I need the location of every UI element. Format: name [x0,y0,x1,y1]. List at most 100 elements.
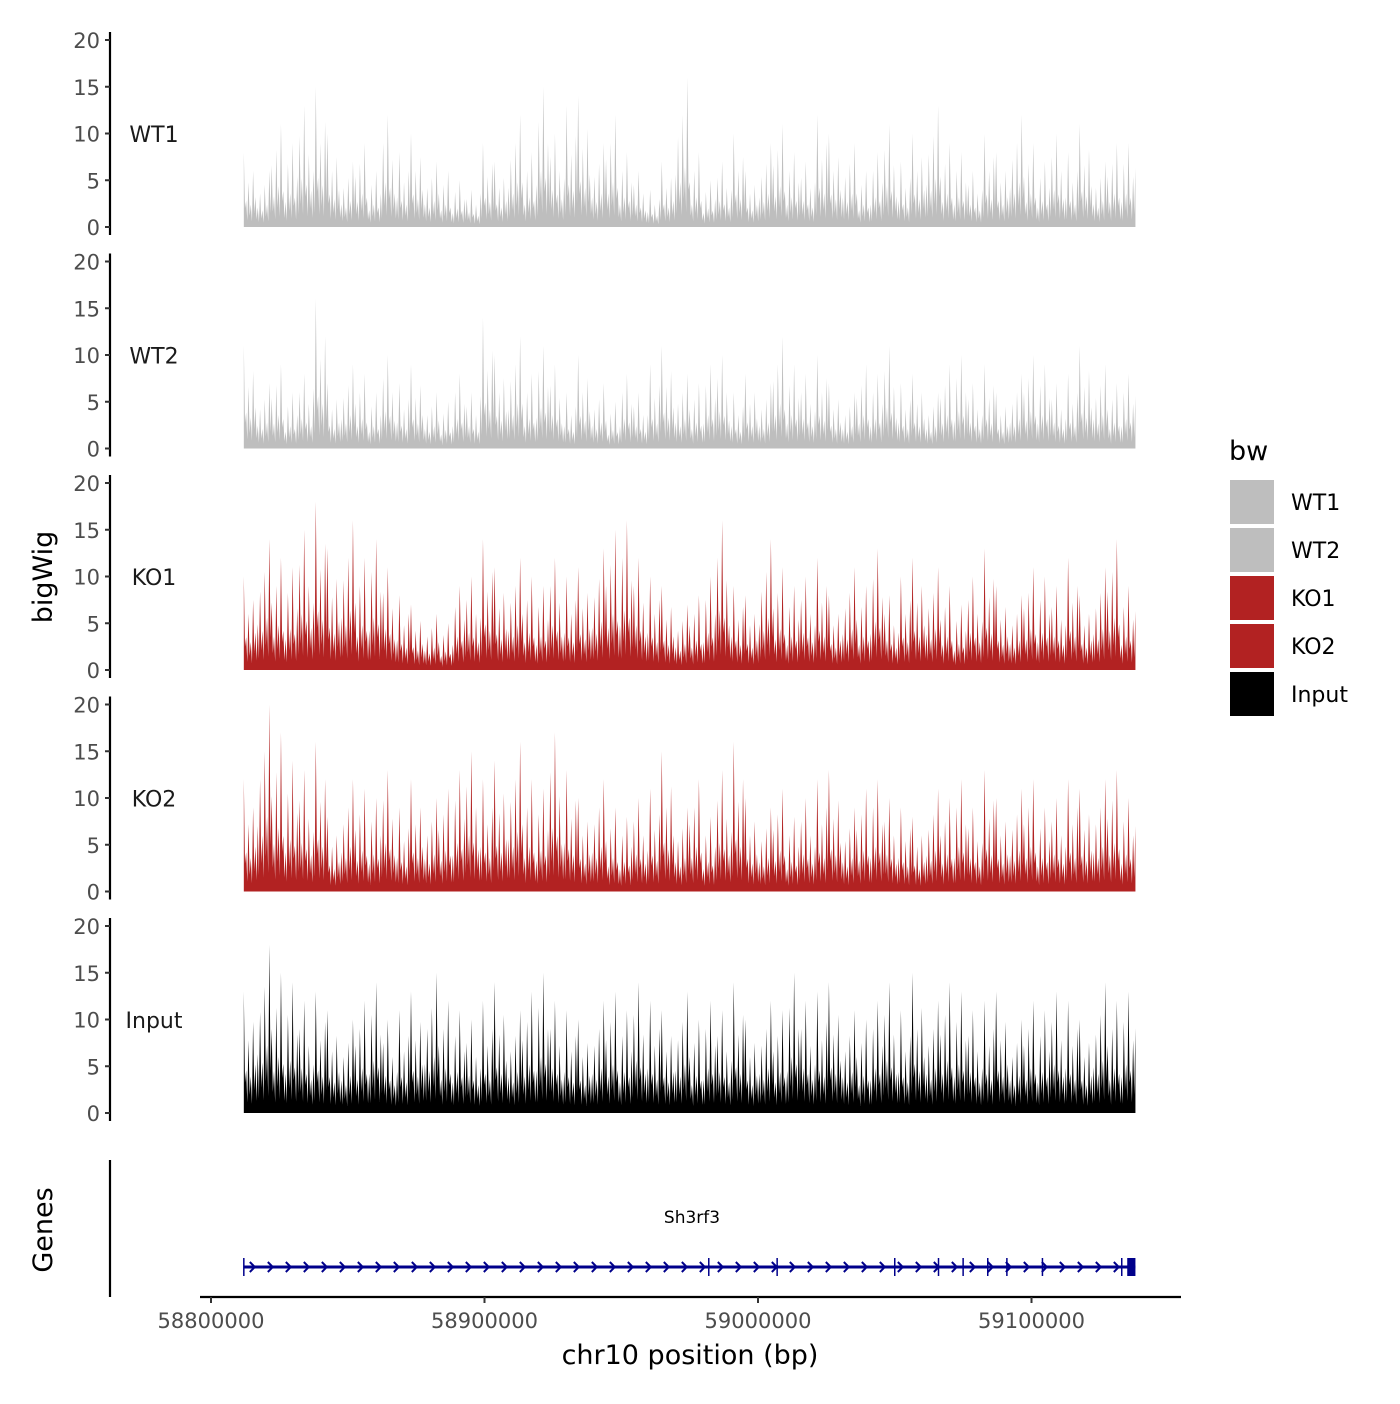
y-tick-label: 0 [87,659,100,683]
y-tick-label: 0 [87,438,100,462]
track-ko1: 0 5 10 15 20 KO1 [73,472,1136,683]
strand-arrow-icon [303,1261,311,1273]
y-tick-label: 20 [73,472,100,496]
y-tick-label: 5 [87,391,100,415]
strand-arrow-icon [717,1261,725,1273]
y-tick-label: 20 [73,29,100,53]
y-tick-label: 5 [87,169,100,193]
y-tick-label: 5 [87,834,100,858]
x-tick-label: 58900000 [431,1309,538,1333]
legend-key-ko2 [1230,624,1274,668]
strand-arrow-icon [321,1261,329,1273]
strand-arrow-icon [501,1261,509,1273]
y-tick-label: 20 [73,694,100,718]
strand-arrow-icon [897,1261,905,1273]
x-axis-title: chr10 position (bp) [562,1340,819,1371]
y-tick-label: 15 [73,519,100,543]
legend: bw WT1 WT2 KO1 KO2 Input [1229,436,1348,716]
strand-arrow-icon [807,1261,815,1273]
y-tick-label: 10 [73,566,100,590]
strand-arrow-icon [879,1261,887,1273]
strand-arrow-icon [519,1261,527,1273]
legend-key-wt1 [1230,480,1274,524]
legend-label: KO2 [1291,635,1336,660]
strand-arrow-icon [411,1261,419,1273]
strand-arrow-icon [915,1261,923,1273]
track-label: WT2 [129,345,178,370]
x-tick-label: 59000000 [705,1309,812,1333]
legend-key-wt2 [1230,528,1274,572]
strand-arrow-icon [699,1261,707,1273]
strand-arrow-icon [987,1261,995,1273]
y-tick-label: 20 [73,915,100,939]
legend-label: WT2 [1291,539,1340,564]
strand-arrow-icon [627,1261,635,1273]
strand-arrow-icon [339,1261,347,1273]
signal-area-wt1 [243,77,1136,228]
strand-arrow-icon [249,1261,257,1273]
strand-arrow-icon [357,1261,365,1273]
signal-area-wt2 [243,298,1136,449]
strand-arrow-icon [1023,1261,1031,1273]
strand-arrow-icon [555,1261,563,1273]
strand-arrow-icon [465,1261,473,1273]
strand-arrow-icon [1077,1261,1085,1273]
strand-arrow-icon [645,1261,653,1273]
track-label: KO2 [132,788,177,813]
strand-arrow-icon [843,1261,851,1273]
strand-arrow-icon [1113,1261,1121,1273]
y-tick-label: 10 [73,787,100,811]
strand-arrow-icon [1059,1261,1067,1273]
gene-panel-title: Genes [28,1187,59,1272]
track-wt2: 0 5 10 15 20 WT2 [73,251,1136,462]
track-wt1: 0 5 10 15 20 WT1 [73,29,1136,240]
strand-arrow-icon [267,1261,275,1273]
legend-key-input [1230,672,1274,716]
x-tick-label: 58800000 [158,1309,265,1333]
strand-arrow-icon [681,1261,689,1273]
legend-title: bw [1229,436,1268,467]
strand-arrow-icon [537,1261,545,1273]
x-tick-label: 59100000 [978,1309,1085,1333]
y-tick-label: 10 [73,1009,100,1033]
y-tick-label: 20 [73,251,100,275]
x-axis: 58800000 58900000 59000000 59100000 [158,1295,1181,1333]
signal-area-input [243,944,1136,1113]
signal-area-ko1 [243,501,1136,670]
strand-arrow-icon [609,1261,617,1273]
strand-arrow-icon [861,1261,869,1273]
y-tick-label: 0 [87,881,100,905]
track-ko2: 0 5 10 15 20 KO2 [73,694,1136,905]
y-tick-label: 10 [73,123,100,147]
strand-arrow-icon [969,1261,977,1273]
track-label: WT1 [129,123,178,148]
y-tick-label: 15 [73,297,100,321]
strand-arrow-icon [285,1261,293,1273]
legend-key-ko1 [1230,576,1274,620]
strand-arrow-icon [393,1261,401,1273]
y-tick-label: 15 [73,76,100,100]
strand-arrow-icon [447,1261,455,1273]
signal-area-ko2 [243,704,1136,892]
strand-arrow-icon [375,1261,383,1273]
y-tick-label: 0 [87,1102,100,1126]
strand-arrow-icon [429,1261,437,1273]
exon-block [1127,1258,1136,1276]
legend-label: WT1 [1291,491,1340,516]
y-tick-label: 15 [73,740,100,764]
track-label: Input [126,1009,183,1034]
strand-arrow-icon [825,1261,833,1273]
gene-panel [108,1160,1136,1297]
strand-arrow-icon [951,1261,959,1273]
y-tick-label: 10 [73,344,100,368]
strand-arrow-icon [789,1261,797,1273]
strand-arrow-icon [735,1261,743,1273]
y-tick-label: 5 [87,1055,100,1079]
track-label: KO1 [132,566,177,591]
y-tick-label: 0 [87,216,100,240]
strand-arrow-icon [573,1261,581,1273]
y-axis-title: bigWig [28,531,59,624]
track-input: 0 5 10 15 20 Input [73,915,1136,1126]
